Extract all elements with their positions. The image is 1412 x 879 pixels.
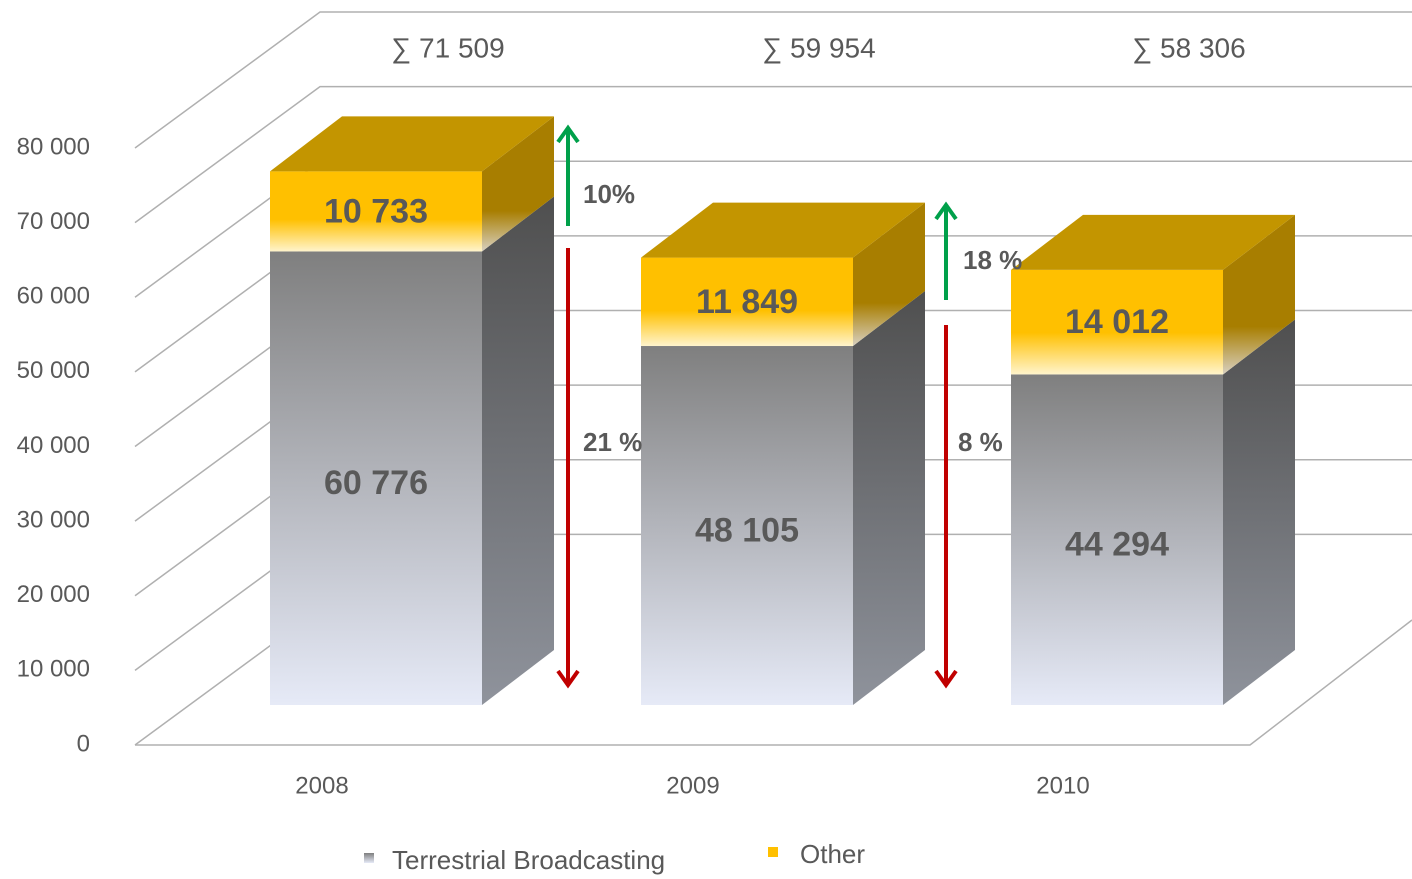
total-label: ∑ 58 306 [1132,32,1245,63]
bar-side [853,202,925,347]
value-label: 44 294 [1065,526,1169,564]
arrow-head [556,669,580,689]
y-tick-label: 10 000 [17,656,90,683]
bar [1011,269,1223,375]
total-label: ∑ 59 954 [762,32,875,63]
change-label: 10% [583,179,635,209]
total-label: ∑ 71 509 [391,32,504,63]
y-tick-label: 40 000 [17,432,90,459]
value-label: 48 105 [695,511,799,549]
bar [270,171,482,252]
value-label: 60 776 [324,464,428,502]
bar-side [1223,319,1295,705]
bar-side [482,196,554,705]
y-tick-label: 0 [77,730,90,757]
value-label: 14 012 [1065,303,1169,341]
legend-marker [364,853,374,863]
y-tick-label: 60 000 [17,283,90,310]
change-label: 18 % [963,245,1022,275]
y-tick-label: 30 000 [17,506,90,533]
y-tick-label: 70 000 [17,208,90,235]
arrow-head [934,669,958,689]
change-label: 8 % [958,427,1003,457]
bar-side [482,116,554,252]
arrow-head [556,124,580,144]
bar [270,251,482,705]
y-tick-label: 20 000 [17,581,90,608]
grid-line [135,619,1412,746]
grid-line [134,11,1412,149]
y-tick-label: 50 000 [17,357,90,384]
x-tick-label: 2008 [295,772,348,799]
bar-side [853,291,925,705]
legend-label: Other [800,839,865,869]
change-label: 21 % [583,427,642,457]
bar [641,346,853,705]
value-label: 10 733 [324,192,428,230]
bar-side [1223,214,1295,375]
grid-line [134,85,1412,224]
value-label: 11 849 [696,283,798,321]
arrow-head [934,201,958,221]
y-tick-label: 80 000 [17,133,90,160]
bar [1011,374,1223,705]
bar-stack [641,202,925,705]
bar-stack [270,116,554,705]
legend-label: Terrestrial Broadcasting [392,845,665,875]
bar [641,257,853,347]
bar-top [641,202,925,258]
bar-stack [1011,214,1295,705]
bar-top [1011,214,1295,270]
x-tick-label: 2009 [666,772,719,799]
legend-marker [768,847,778,857]
x-tick-label: 2010 [1036,772,1089,799]
bar-top [270,116,554,172]
